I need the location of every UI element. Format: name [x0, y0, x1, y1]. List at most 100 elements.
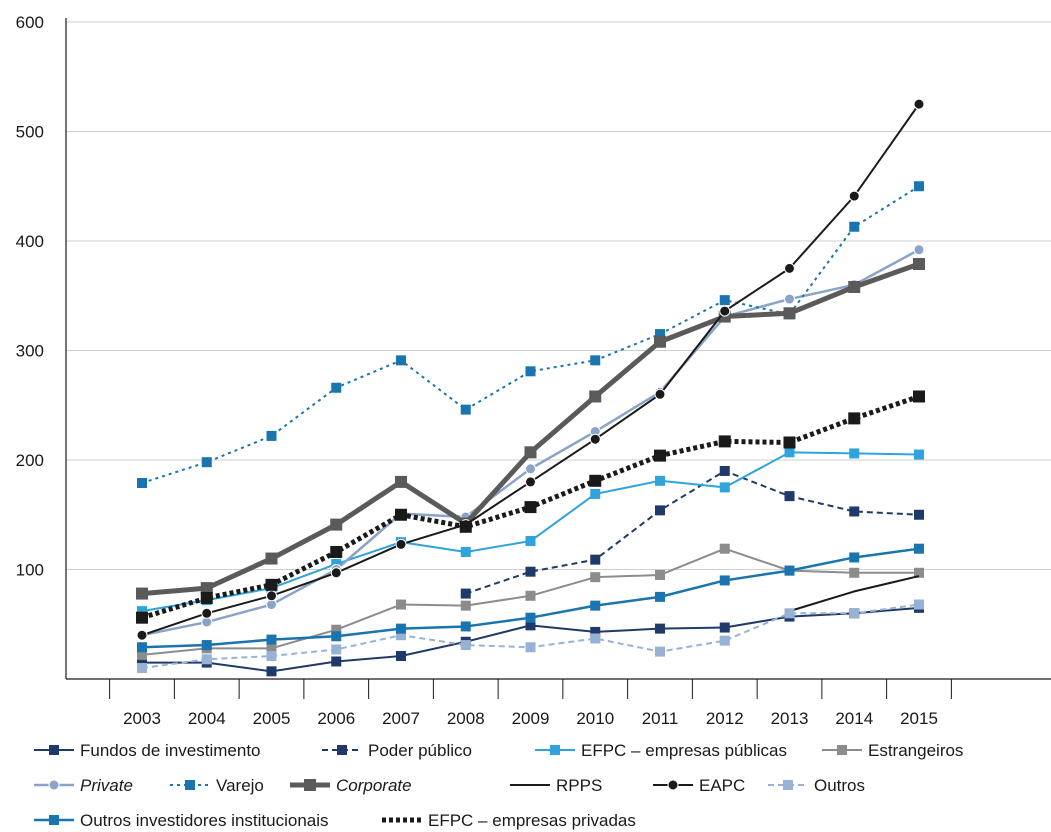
data-point-efpc-empresas-privadas	[589, 474, 602, 487]
data-point-varejo	[331, 382, 342, 393]
data-point-poder-publico	[784, 491, 795, 502]
data-point-outros	[460, 640, 471, 651]
data-point-efpc-empresas-publicas	[655, 475, 665, 486]
legend-item-varejo: Varejo	[170, 776, 264, 795]
legend: Fundos de investimento Poder público EFPC …	[34, 741, 963, 830]
data-point-efpc-empresas-privadas	[395, 508, 407, 521]
x-tick-label: 2014	[835, 709, 873, 728]
x-tick-label: 2010	[576, 709, 614, 728]
data-point-efpc-empresas-privadas	[718, 435, 731, 448]
data-point-varejo	[460, 404, 471, 415]
legend-item-efpc-empresas-privadas: EFPC – empresas privadas	[382, 811, 636, 830]
data-point-efpc-empresas-privadas	[913, 390, 925, 403]
data-point-private	[784, 293, 795, 305]
data-point-varejo	[201, 457, 212, 468]
data-point-efpc-empresas-privadas	[654, 449, 666, 462]
data-point-outros-investidores-institucionais	[201, 640, 212, 651]
data-point-poder-publico	[590, 554, 601, 565]
data-point-poder-publico	[655, 505, 665, 516]
gridlines	[66, 21, 1051, 570]
data-point-corporate	[330, 518, 343, 531]
data-point-varejo	[655, 329, 665, 340]
x-tick-label: 2015	[900, 709, 938, 728]
data-point-outros-investidores-institucionais	[655, 591, 665, 602]
legend-marker-estrangeiros	[837, 745, 847, 755]
y-tick-label: 100	[16, 561, 44, 580]
data-point-efpc-empresas-publicas	[137, 606, 147, 617]
legend-label-poder-publico: Poder público	[368, 741, 472, 760]
x-tick-label: 2004	[188, 709, 226, 728]
data-point-outros	[266, 651, 277, 662]
series-group	[136, 98, 925, 677]
y-tick-label: 400	[16, 232, 44, 251]
legend-item-rpps: RPPS	[510, 776, 602, 795]
data-point-outros	[914, 599, 924, 610]
data-point-eapc	[266, 590, 277, 602]
data-point-outros-investidores-institucionais	[849, 552, 860, 563]
series-rpps	[789, 575, 920, 613]
legend-item-eapc: EAPC	[653, 776, 745, 795]
legend-marker-corporate	[304, 779, 316, 791]
x-tick-label: 2012	[706, 709, 744, 728]
data-point-efpc-empresas-publicas	[784, 447, 795, 458]
data-point-outros	[849, 608, 860, 619]
data-point-corporate	[913, 257, 925, 270]
data-point-fundos-de-investimento	[396, 651, 406, 662]
series-corporate	[136, 257, 925, 600]
series-outros	[137, 599, 924, 674]
data-point-poder-publico	[719, 465, 730, 476]
axes: 100 200 300 400 500 600 2003 2004 2005 2006 2007 20…	[16, 13, 1051, 728]
data-point-outros	[137, 663, 147, 674]
data-point-varejo	[914, 181, 924, 192]
legend-item-estrangeiros: Estrangeiros	[822, 741, 963, 760]
data-point-corporate	[395, 475, 407, 488]
data-point-efpc-empresas-privadas	[848, 412, 861, 425]
data-point-varejo	[590, 355, 601, 366]
series-line-varejo	[141, 185, 920, 484]
data-point-outros	[719, 635, 730, 646]
data-point-corporate	[136, 587, 148, 600]
data-point-eapc	[395, 538, 407, 550]
y-tick-label: 600	[16, 13, 44, 32]
data-point-estrangeiros	[655, 569, 665, 580]
data-point-efpc-empresas-privadas	[136, 611, 148, 624]
data-point-outros-investidores-institucionais	[784, 565, 795, 576]
legend-marker-private	[48, 779, 60, 791]
data-point-varejo	[525, 366, 536, 377]
data-point-estrangeiros	[849, 567, 860, 578]
legend-item-outros-investidores-institucionais: Outros investidores institucionais	[34, 811, 329, 830]
x-tick-label: 2008	[447, 709, 485, 728]
data-point-fundos-de-investimento	[266, 666, 277, 677]
data-point-eapc	[848, 190, 860, 202]
data-point-outros	[396, 630, 406, 641]
series-poder-publico	[460, 465, 924, 599]
data-point-estrangeiros	[266, 643, 277, 654]
data-point-outros-investidores-institucionais	[331, 631, 342, 642]
data-point-outros	[525, 642, 536, 653]
data-point-outros	[331, 644, 342, 655]
data-point-estrangeiros	[525, 590, 536, 601]
data-point-fundos-de-investimento	[525, 620, 536, 631]
data-point-outros	[590, 633, 601, 644]
data-point-outros	[201, 654, 212, 665]
data-point-efpc-empresas-privadas	[783, 436, 796, 449]
data-point-fundos-de-investimento	[719, 622, 730, 633]
data-point-outros-investidores-institucionais	[460, 621, 471, 632]
series-line-poder-publico	[465, 469, 920, 595]
legend-label-efpc-empresas-publicas: EFPC – empresas públicas	[581, 741, 787, 760]
legend-item-poder-publico: Poder público	[322, 741, 472, 760]
data-point-outros-investidores-institucionais	[266, 634, 277, 645]
data-point-fundos-de-investimento	[590, 626, 601, 637]
y-tick-label: 200	[16, 451, 44, 470]
legend-item-corporate: Corporate	[290, 776, 412, 795]
y-tick-label: 500	[16, 123, 44, 142]
data-point-outros-investidores-institucionais	[590, 600, 601, 611]
legend-item-outros: Outros	[768, 776, 865, 795]
data-point-eapc	[330, 567, 342, 579]
legend-item-private: Private	[34, 776, 133, 795]
data-point-estrangeiros	[331, 624, 342, 635]
legend-label-varejo: Varejo	[216, 776, 264, 795]
data-point-eapc	[525, 476, 536, 488]
legend-marker-outros	[783, 780, 793, 790]
